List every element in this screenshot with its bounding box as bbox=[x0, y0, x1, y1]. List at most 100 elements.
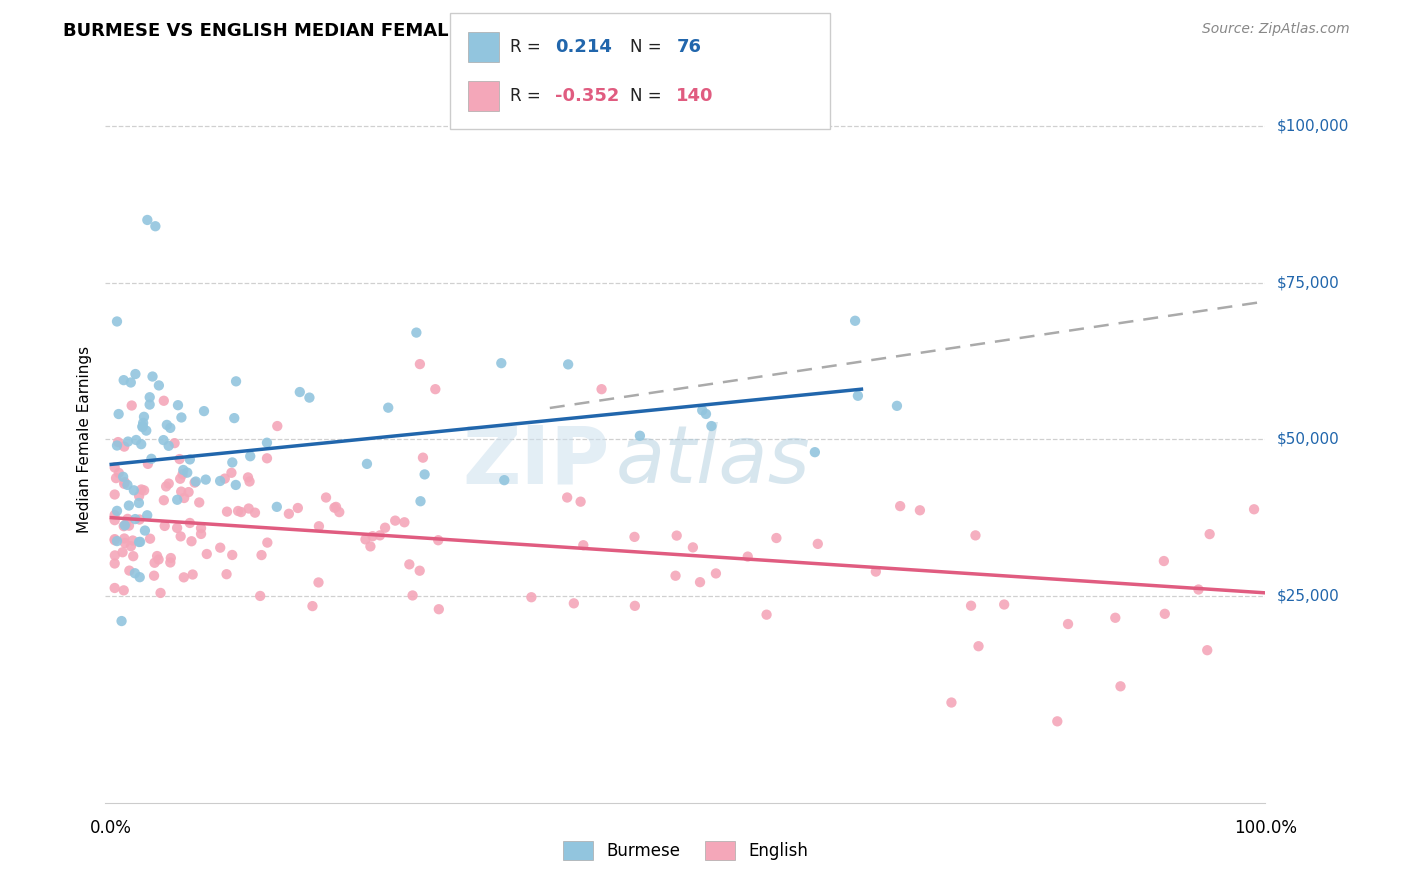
Point bbox=[221, 466, 243, 480]
Point bbox=[298, 391, 321, 405]
Point bbox=[112, 583, 135, 598]
Point bbox=[181, 567, 204, 582]
Point bbox=[557, 358, 579, 372]
Text: $75,000: $75,000 bbox=[1277, 275, 1340, 290]
Point bbox=[157, 439, 180, 453]
Point bbox=[377, 401, 399, 415]
Point bbox=[136, 508, 159, 523]
Point bbox=[105, 504, 128, 518]
Point bbox=[301, 599, 323, 613]
Point bbox=[132, 483, 155, 498]
Point bbox=[266, 419, 288, 434]
Point bbox=[356, 457, 378, 471]
Point bbox=[157, 476, 180, 491]
Point bbox=[159, 556, 181, 570]
Point bbox=[104, 549, 127, 563]
Point bbox=[124, 566, 146, 581]
Point bbox=[704, 566, 727, 581]
Point bbox=[960, 599, 983, 613]
Point bbox=[188, 495, 211, 509]
Point bbox=[155, 479, 177, 493]
Point bbox=[105, 534, 128, 549]
Point bbox=[266, 500, 288, 514]
Point bbox=[104, 532, 127, 546]
Point bbox=[209, 541, 232, 555]
Point bbox=[136, 457, 159, 471]
Point bbox=[112, 373, 135, 387]
Point bbox=[359, 540, 381, 554]
Point bbox=[170, 484, 193, 499]
Point bbox=[114, 518, 136, 533]
Point bbox=[120, 376, 142, 390]
Point bbox=[398, 558, 420, 572]
Point bbox=[117, 478, 139, 492]
Point bbox=[193, 404, 215, 418]
Point bbox=[153, 493, 176, 508]
Point bbox=[115, 517, 138, 532]
Point bbox=[238, 501, 260, 516]
Point bbox=[104, 581, 127, 595]
Text: ZIP: ZIP bbox=[463, 422, 610, 500]
Point bbox=[167, 398, 190, 412]
Point bbox=[128, 512, 150, 526]
Text: 140: 140 bbox=[676, 87, 714, 105]
Point bbox=[1153, 607, 1175, 621]
Point bbox=[166, 521, 188, 535]
Point bbox=[413, 467, 436, 482]
Point bbox=[190, 521, 212, 535]
Point bbox=[225, 375, 247, 389]
Point bbox=[865, 565, 887, 579]
Text: 0.214: 0.214 bbox=[555, 37, 612, 56]
Point bbox=[118, 518, 141, 533]
Point bbox=[128, 496, 150, 510]
Point bbox=[690, 403, 713, 417]
Point bbox=[520, 591, 543, 605]
Text: -0.352: -0.352 bbox=[555, 87, 620, 105]
Point bbox=[226, 504, 249, 518]
Point bbox=[190, 527, 212, 541]
Point bbox=[1153, 554, 1175, 568]
Point bbox=[107, 407, 129, 421]
Point bbox=[427, 533, 450, 548]
Point bbox=[315, 491, 337, 505]
Point bbox=[569, 494, 592, 508]
Point bbox=[124, 512, 146, 526]
Point bbox=[239, 449, 262, 463]
Point bbox=[214, 472, 236, 486]
Point bbox=[122, 549, 145, 564]
Point bbox=[384, 514, 406, 528]
Point bbox=[131, 420, 153, 434]
Point bbox=[184, 475, 207, 489]
Point bbox=[104, 557, 127, 571]
Point bbox=[141, 369, 163, 384]
Point bbox=[224, 411, 246, 425]
Point bbox=[965, 528, 987, 542]
Point bbox=[308, 519, 330, 533]
Point bbox=[236, 470, 259, 484]
Point bbox=[180, 534, 202, 549]
Y-axis label: Median Female Earnings: Median Female Earnings bbox=[76, 346, 91, 533]
Point bbox=[1197, 643, 1219, 657]
Point bbox=[104, 533, 127, 548]
Point bbox=[148, 378, 170, 392]
Point bbox=[737, 549, 759, 564]
Point bbox=[169, 529, 191, 543]
Point bbox=[427, 602, 450, 616]
Legend: Burmese, English: Burmese, English bbox=[555, 835, 815, 867]
Point bbox=[131, 419, 153, 434]
Point bbox=[172, 467, 194, 482]
Point bbox=[1243, 502, 1265, 516]
Point bbox=[804, 445, 827, 459]
Point bbox=[1057, 617, 1080, 632]
Text: N =: N = bbox=[630, 87, 666, 105]
Point bbox=[941, 696, 963, 710]
Point bbox=[138, 390, 160, 404]
Point bbox=[846, 389, 869, 403]
Point bbox=[755, 607, 778, 622]
Point bbox=[405, 326, 427, 340]
Point bbox=[1104, 611, 1126, 625]
Point bbox=[159, 421, 181, 435]
Point bbox=[409, 357, 432, 371]
Point bbox=[143, 556, 166, 570]
Point bbox=[250, 548, 273, 562]
